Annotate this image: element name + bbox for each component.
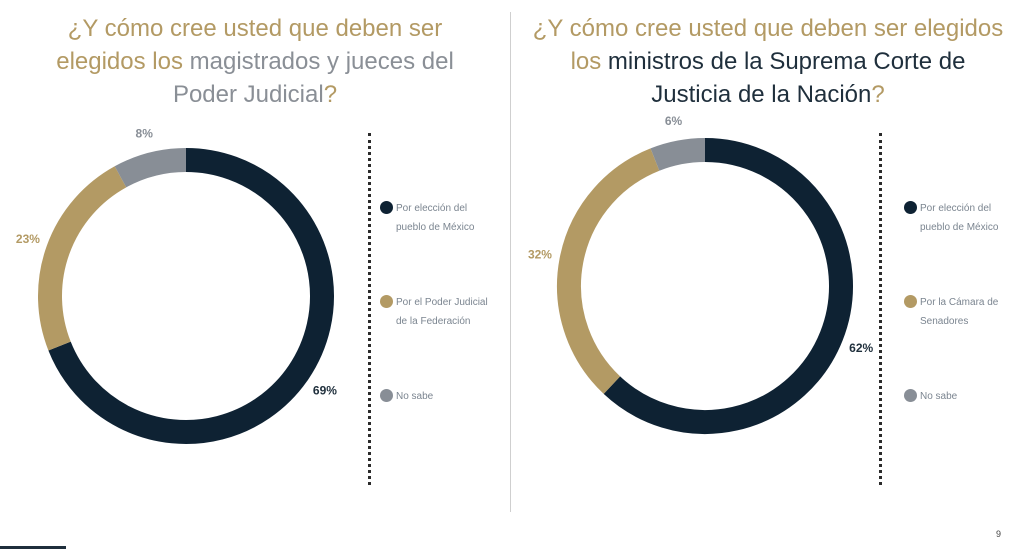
legend-swatch	[904, 201, 917, 214]
legend-swatch	[380, 295, 393, 308]
legend-label: Por la Cámara de Senadores	[920, 297, 999, 327]
title-line-3a: Poder Judicial	[172, 81, 324, 108]
donut-chart-ministers: 62% 32% 6%	[528, 114, 874, 434]
data-label-2: 23%	[16, 232, 40, 246]
title-line-2a: los	[570, 48, 608, 75]
legend-swatch	[380, 389, 393, 402]
center-divider	[510, 12, 511, 512]
donut-slice-2	[38, 166, 127, 351]
data-label-1: 69%	[313, 383, 337, 397]
legend-divider	[368, 133, 371, 485]
title-line-3a: Justicia de la Nación	[651, 81, 872, 108]
page-number: 9	[995, 529, 1001, 539]
legend-swatch	[380, 201, 393, 214]
donut-slice-1	[48, 148, 334, 444]
legend-swatch	[904, 389, 917, 402]
title-line-3b: ?	[871, 81, 885, 108]
title-line-2b: magistrados y jueces del	[189, 48, 454, 75]
donut-chart-judges: 69% 23% 8%	[16, 126, 337, 444]
data-label-2: 32%	[528, 248, 552, 262]
chart-title-ministers: ¿Y cómo cree usted que deben ser elegido…	[512, 12, 1024, 111]
data-label-1: 62%	[849, 341, 873, 355]
footer-accent-bar	[0, 546, 66, 549]
donut-slice-3	[114, 148, 187, 188]
data-label-3: 6%	[665, 114, 683, 128]
donut-slice-2	[557, 148, 660, 394]
legend-swatch	[904, 295, 917, 308]
title-line-1: ¿Y cómo cree usted que deben ser	[67, 15, 443, 42]
title-line-3b: ?	[323, 81, 338, 108]
legend-label: No sabe	[396, 391, 434, 402]
legend-divider	[879, 133, 882, 485]
donut-slice-1	[603, 138, 853, 434]
chart-panel-judges: ¿Y cómo cree usted que deben ser elegido…	[0, 0, 510, 549]
chart-title-judges: ¿Y cómo cree usted que deben ser elegido…	[0, 12, 510, 111]
legend-label: No sabe	[920, 391, 958, 402]
title-line-2b: ministros de la Suprema Corte de	[607, 48, 966, 75]
legend-label: Por elección del pueblo de México	[396, 203, 475, 233]
legend-label: Por elección del pueblo de México	[920, 203, 999, 233]
title-line-1: ¿Y cómo cree usted que deben ser elegido…	[532, 15, 1004, 42]
title-line-2a: elegidos los	[56, 48, 190, 75]
data-label-3: 8%	[136, 126, 154, 140]
chart-panel-ministers: ¿Y cómo cree usted que deben ser elegido…	[512, 0, 1024, 549]
legend-label: Por el Poder Judicial de la Federación	[396, 297, 488, 327]
donut-slice-3	[650, 138, 706, 171]
